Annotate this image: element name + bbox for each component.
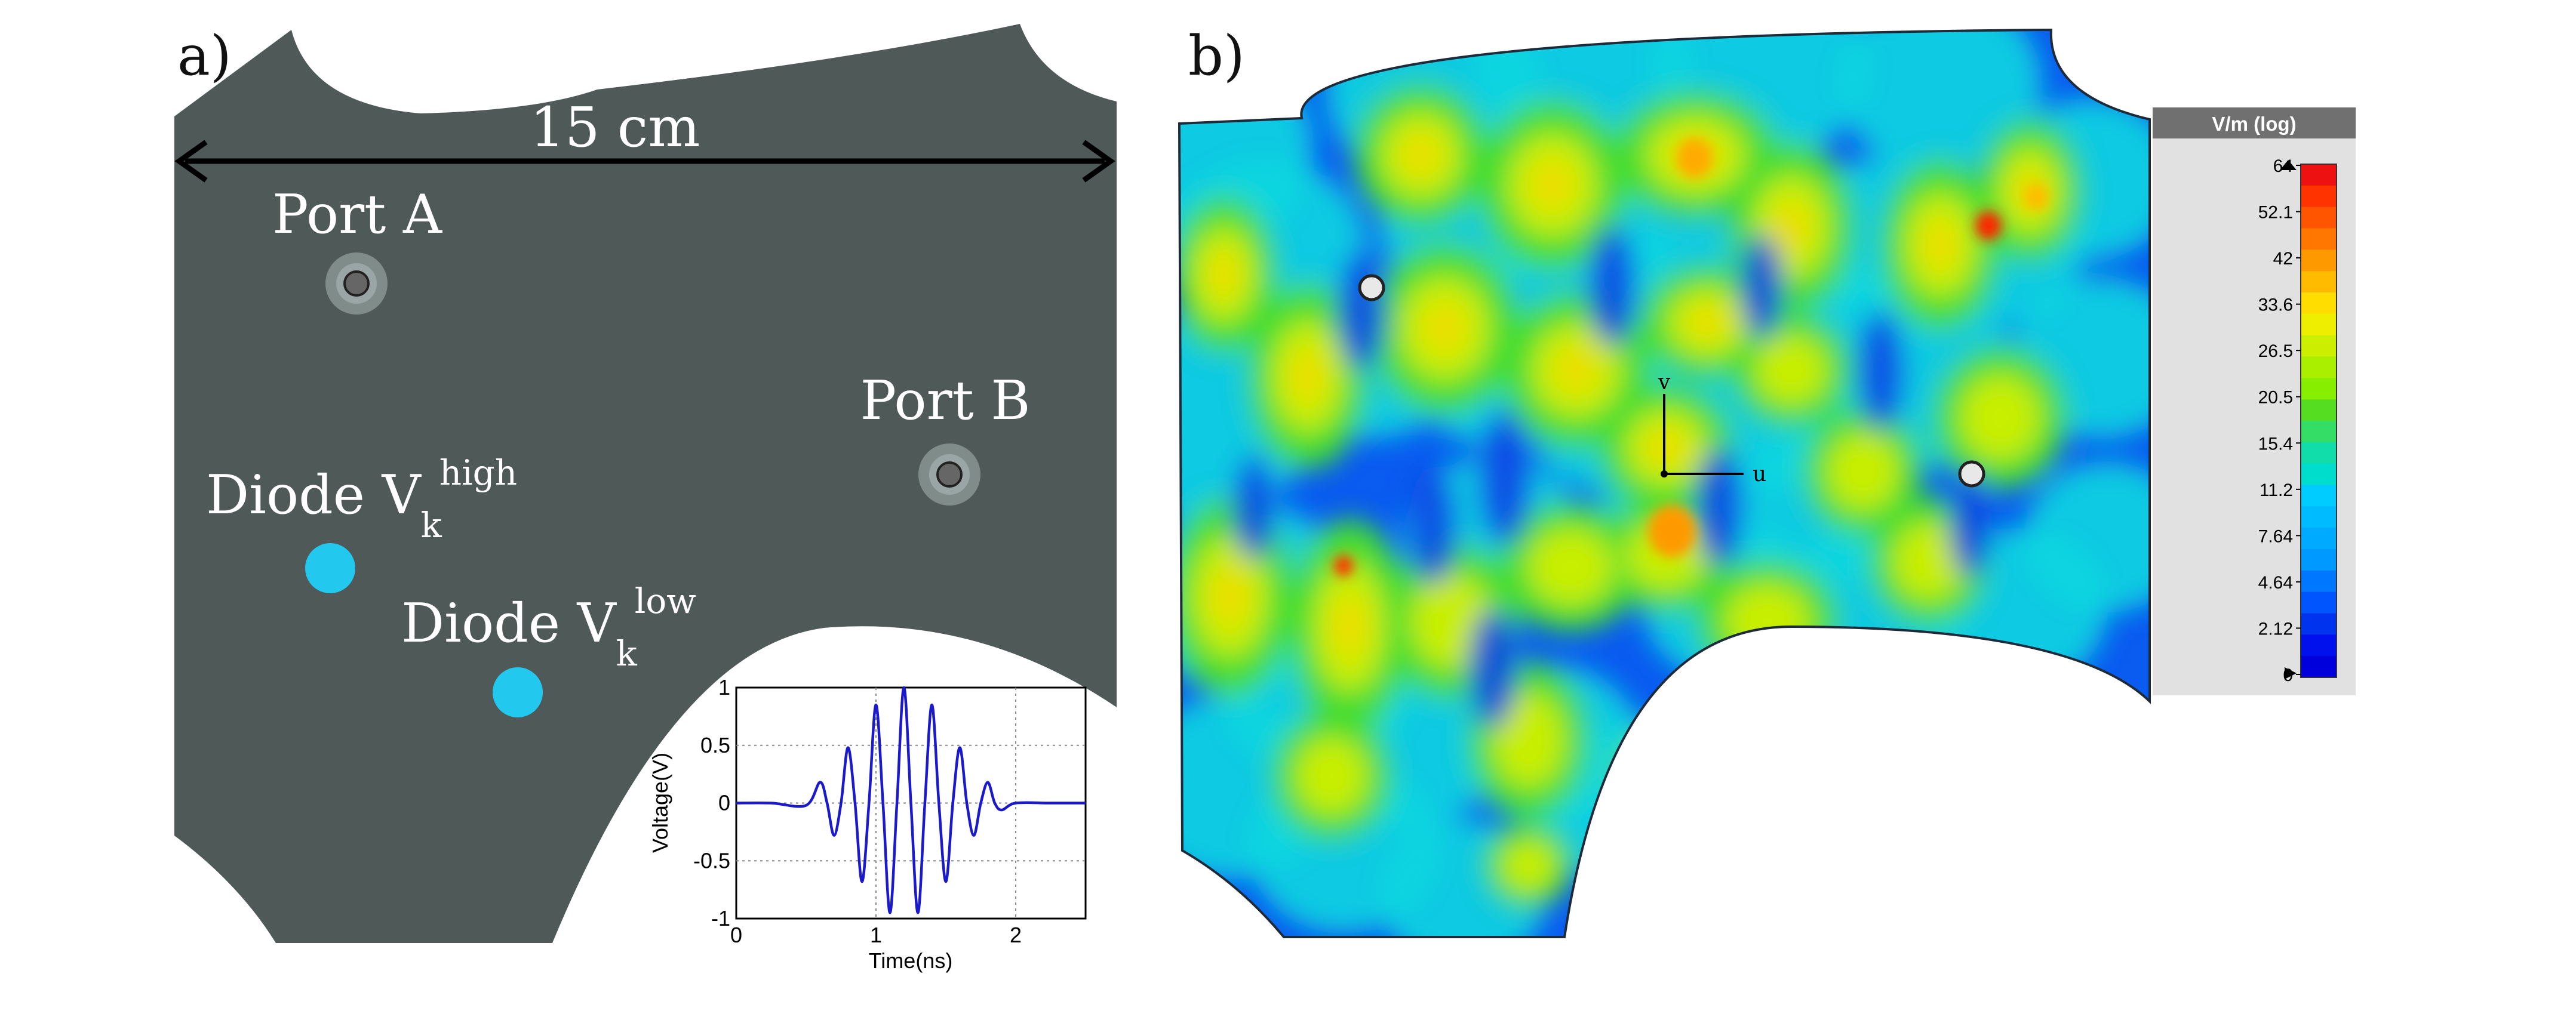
port-b-marker bbox=[918, 443, 980, 506]
inset-ytick-label: 0.5 bbox=[700, 733, 730, 757]
axis-u-label: u bbox=[1753, 462, 1766, 486]
diode-high-text: Diode V bbox=[206, 464, 422, 526]
inset-ylabel: Voltage(V) bbox=[648, 753, 672, 853]
colorbar-band bbox=[2301, 656, 2337, 678]
colorbar-tick-label: 2.12 bbox=[2258, 619, 2293, 639]
colorbar-band bbox=[2301, 271, 2337, 293]
colorbar-band bbox=[2301, 506, 2337, 528]
colorbar-tick-label: 11.2 bbox=[2260, 480, 2293, 500]
axis-v-label: v bbox=[1658, 370, 1671, 395]
colorbar-band bbox=[2301, 634, 2337, 657]
dimension-arrow bbox=[174, 140, 1115, 183]
inset-ticks: 0 1 2 1 0.5 0 -0.5 -1 bbox=[693, 675, 1022, 947]
colorbar-band bbox=[2301, 463, 2337, 485]
diode-low-sub: k bbox=[616, 633, 638, 674]
colorbar-band bbox=[2301, 164, 2337, 186]
colorbar-band bbox=[2301, 292, 2337, 315]
colorbar-title: V/m (log) bbox=[2212, 113, 2296, 135]
colorbar-band bbox=[2301, 570, 2337, 593]
colorbar-ticks: 64 52.1 42 33.6 26.5 20.5 15.4 11.2 7.64 4.64 2.12… bbox=[2258, 156, 2301, 685]
colorbar-band bbox=[2301, 399, 2337, 421]
colorbar-tick-label: 20.5 bbox=[2258, 388, 2293, 408]
colorbar-tick-label: 0 bbox=[2283, 665, 2293, 685]
colorbar-band bbox=[2301, 185, 2337, 208]
colorbar-tick-label: 64 bbox=[2273, 156, 2293, 176]
colorbar-band bbox=[2301, 228, 2337, 250]
colorbar-band bbox=[2301, 528, 2337, 550]
pulse-inset-chart: 0 1 2 1 0.5 0 -0.5 -1 Time(ns) Voltage(V) bbox=[648, 675, 1087, 973]
port-b-label: Port B bbox=[860, 369, 1030, 432]
colorbar-tick-label: 7.64 bbox=[2258, 526, 2293, 546]
colorbar-tick-label: 26.5 bbox=[2258, 341, 2293, 361]
port-a-marker bbox=[325, 252, 388, 315]
inset-ytick-label: -0.5 bbox=[693, 848, 730, 873]
colorbar: V/m (log) 64 52.1 42 33.6 26.5 20.5 15.4 11.2 7.… bbox=[2153, 107, 2356, 695]
panel-b-label: b) bbox=[1188, 24, 1245, 88]
field-map bbox=[1179, 30, 2150, 937]
inset-xtick-label: 1 bbox=[870, 923, 882, 947]
colorbar-band bbox=[2301, 249, 2337, 272]
colorbar-band bbox=[2301, 421, 2337, 443]
inset-xtick-label: 2 bbox=[1010, 923, 1022, 947]
colorbar-bottom-arrow bbox=[2285, 667, 2297, 679]
inset-ytick-label: 1 bbox=[718, 675, 730, 700]
field-port-a-marker bbox=[1358, 274, 1385, 301]
diode-low-sup: low bbox=[635, 581, 696, 621]
diode-low-text: Diode V bbox=[401, 592, 617, 655]
colorbar-tick-label: 33.6 bbox=[2258, 295, 2293, 315]
colorbar-band bbox=[2301, 356, 2337, 378]
colorbar-band bbox=[2301, 591, 2337, 614]
inset-xlabel: Time(ns) bbox=[869, 948, 953, 973]
colorbar-band bbox=[2301, 613, 2337, 635]
colorbar-ramp bbox=[2301, 164, 2337, 678]
diode-high-sub: k bbox=[421, 505, 442, 546]
colorbar-band bbox=[2301, 549, 2337, 571]
colorbar-tick-label: 42 bbox=[2273, 249, 2293, 269]
field-map-outline bbox=[1178, 28, 2151, 938]
diode-high-sup: high bbox=[439, 452, 517, 493]
uv-axes bbox=[1661, 394, 1744, 477]
field-port-b-marker bbox=[1958, 460, 1985, 488]
colorbar-band bbox=[2301, 313, 2337, 336]
colorbar-tick-label: 4.64 bbox=[2258, 573, 2293, 593]
diode-low-marker bbox=[493, 667, 543, 717]
colorbar-band bbox=[2301, 207, 2337, 229]
inset-ytick-label: 0 bbox=[718, 791, 730, 815]
colorbar-band bbox=[2301, 335, 2337, 357]
cavity-plate bbox=[174, 24, 1117, 943]
colorbar-top-arrow bbox=[2280, 160, 2297, 170]
colorbar-title-bar bbox=[2153, 107, 2356, 138]
inset-xtick-label: 0 bbox=[730, 923, 742, 947]
colorbar-band bbox=[2301, 378, 2337, 400]
colorbar-tick-label: 15.4 bbox=[2258, 434, 2293, 454]
diode-high-marker bbox=[305, 543, 355, 593]
panel-a-label: a) bbox=[177, 24, 232, 88]
voltage-series-line bbox=[736, 686, 1086, 914]
colorbar-band bbox=[2301, 442, 2337, 464]
dimension-label: 15 cm bbox=[530, 95, 700, 159]
diode-low-label: Diode Vk low bbox=[401, 581, 696, 674]
colorbar-band bbox=[2301, 485, 2337, 507]
inset-ytick-label: -1 bbox=[711, 906, 730, 930]
diode-high-label: Diode Vk high bbox=[206, 452, 517, 546]
port-a-label: Port A bbox=[272, 183, 442, 246]
colorbar-tick-label: 52.1 bbox=[2258, 203, 2293, 223]
